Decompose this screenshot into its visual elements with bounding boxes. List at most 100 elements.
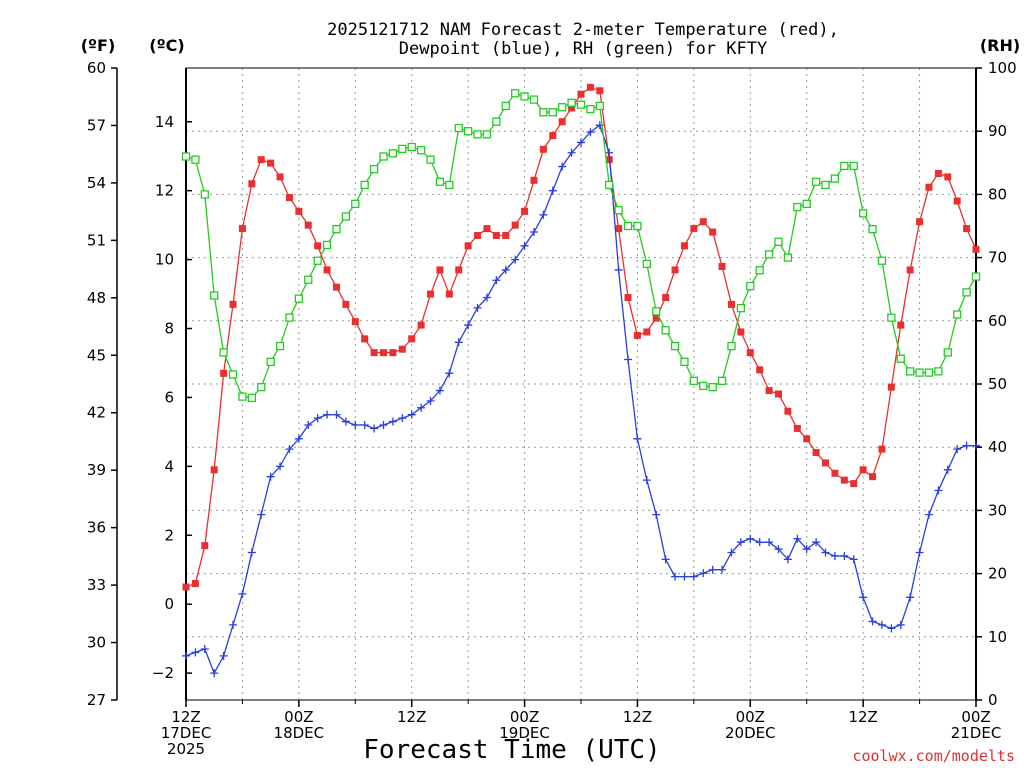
dewpoint-point [407,410,416,419]
2-meter-temperature-point [483,225,491,233]
dewpoint-point [868,617,877,626]
rh-point [294,294,304,303]
rh-point [529,95,539,104]
rh-point [445,180,454,190]
dewpoint-point [285,445,294,454]
2-meter-temperature-point [248,180,256,188]
dewpoint-point [972,441,980,450]
x-tick-label: 00Z [510,708,539,726]
dewpoint-point [671,572,680,581]
axes-layer: 27 30 33 36 39 42 45 48 51 54 57 60 −2 0 2 4 6 8 10 12 14 0 10… [87,59,1017,758]
fahrenheit-tick-label: 54 [87,174,106,192]
x-axis-label: Forecast Time (UTC) [363,735,660,765]
rh-point [793,202,802,212]
rh-point [238,392,247,401]
dewpoint-point [906,593,915,602]
2-meter-temperature-point [323,266,331,274]
chart-title-line-2: Dewpoint (blue), RH (green) for KFTY [399,39,767,59]
2-meter-temperature-point [633,331,641,339]
rh-point [398,144,407,154]
x-tick-label: 12Z [848,708,877,726]
fahrenheit-tick-label: 27 [87,691,106,709]
series-layer [181,83,981,678]
2-meter-temperature-point [727,300,735,308]
rh-tick-label: 20 [988,565,1007,583]
dewpoint-point [708,565,717,574]
2-meter-temperature-point [709,228,717,236]
rh-point [943,348,952,357]
2-meter-temperature-point [436,266,444,274]
dewpoint-point [492,276,501,285]
fahrenheit-tick-label: 60 [87,59,106,77]
dewpoint-point [746,534,755,543]
rh-point [746,281,755,291]
rh-point [520,92,529,101]
rh-point [247,393,256,403]
dewpoint-point [812,538,821,547]
rh-point [623,221,633,231]
2-meter-temperature-point [831,469,839,477]
rh-point [435,177,445,186]
dewpoint-point [680,572,689,581]
rh-point [181,152,191,161]
rh-point [971,272,981,281]
x-tick-label: 21DEC [951,724,1002,742]
rh-point [849,161,858,171]
rh-unit-label: (RH) [980,36,1020,55]
x-tick-label: 2025 [167,740,205,758]
rh-tick-label: 80 [988,185,1007,203]
2-meter-temperature-point [361,335,369,343]
dewpoint-point [501,265,510,274]
rh-point [360,180,369,190]
rh-point [614,206,623,215]
rh-point [332,225,341,234]
rh-point [689,376,699,385]
dewpoint-point [276,462,285,471]
dewpoint-point [953,445,962,454]
dewpoint-point [323,410,332,419]
2-meter-temperature-point [887,383,895,391]
dewpoint-point [652,510,661,519]
rh-point [304,275,313,284]
2-meter-temperature-point [398,345,406,353]
2-meter-temperature-point [869,473,877,481]
2-meter-temperature-point [276,173,284,181]
2-meter-temperature-point [793,424,801,432]
rh-point [774,237,783,246]
dewpoint-point [454,338,463,347]
rh-point [962,288,971,297]
2-meter-temperature-point [624,294,632,302]
2-meter-temperature-point [380,349,387,357]
rh-point [416,146,426,155]
dewpoint-point [943,465,952,474]
rh-point [473,130,482,139]
dewpoint-point [257,510,266,519]
fahrenheit-tick-label: 36 [87,519,106,537]
dewpoint-point [219,651,228,660]
2-meter-temperature-point [238,225,246,233]
dewpoint-point [313,414,322,423]
rh-point [219,348,228,357]
2-meter-temperature-point [765,387,773,395]
rh-point [210,291,219,300]
fahrenheit-tick-label: 39 [87,461,106,479]
x-tick-label: 00Z [961,708,990,726]
dewpoint-point [689,572,698,581]
rh-point [407,142,416,152]
2-meter-temperature-point [267,159,275,167]
fahrenheit-tick-label: 57 [87,116,106,134]
2-meter-temperature-point [934,169,942,177]
rh-point [275,341,285,351]
2-meter-temperature-point [671,266,679,274]
2-meter-temperature-point [182,583,190,591]
x-tick-label: 18DEC [274,724,325,742]
dewpoint-point [830,551,839,560]
2-meter-temperature-point [220,369,228,377]
dewpoint-point [426,396,435,405]
rh-point [548,108,557,117]
rh-point [821,180,830,190]
rh-tick-label: 40 [988,438,1007,456]
rh-point [322,240,332,250]
2-meter-temperature-point [840,476,848,484]
rh-point [482,130,492,139]
